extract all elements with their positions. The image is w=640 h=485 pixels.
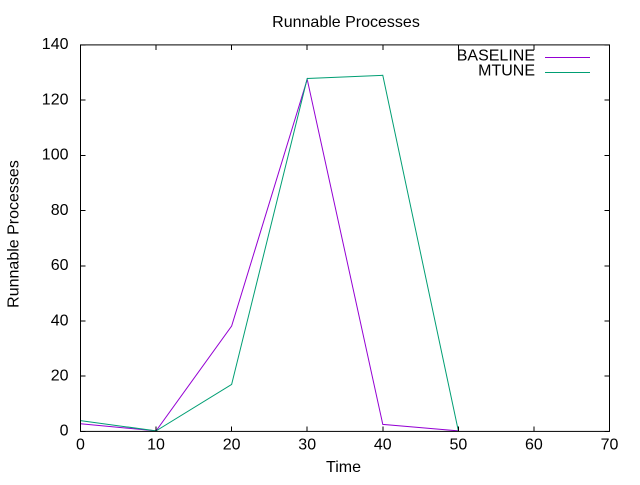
svg-text:40: 40 (374, 436, 392, 453)
svg-text:100: 100 (42, 147, 69, 164)
svg-text:10: 10 (147, 436, 165, 453)
svg-text:MTUNE: MTUNE (478, 63, 535, 80)
svg-text:BASELINE: BASELINE (457, 47, 535, 64)
svg-text:140: 140 (42, 36, 69, 53)
svg-text:60: 60 (525, 436, 543, 453)
svg-text:60: 60 (51, 257, 69, 274)
svg-text:0: 0 (60, 423, 69, 440)
svg-text:50: 50 (449, 436, 467, 453)
svg-text:Time: Time (326, 459, 361, 476)
svg-text:30: 30 (298, 436, 316, 453)
svg-text:40: 40 (51, 312, 69, 329)
svg-text:20: 20 (51, 368, 69, 385)
svg-text:20: 20 (223, 436, 241, 453)
svg-text:0: 0 (76, 436, 85, 453)
svg-text:70: 70 (601, 436, 619, 453)
svg-text:120: 120 (42, 91, 69, 108)
svg-text:Runnable Processes: Runnable Processes (6, 160, 23, 308)
svg-text:Runnable Processes: Runnable Processes (272, 14, 420, 31)
svg-text:80: 80 (51, 202, 69, 219)
